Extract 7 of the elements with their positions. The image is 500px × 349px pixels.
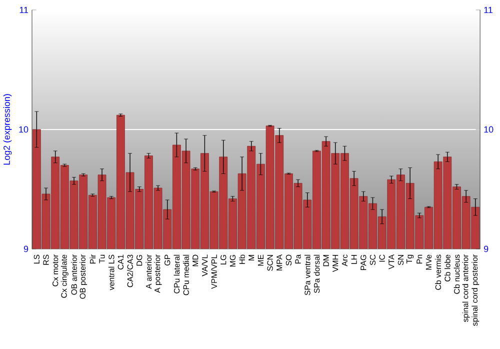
y-tick-label: 10 <box>19 126 28 133</box>
y-tick-label: 11 <box>20 7 28 14</box>
y2-tick-label: 11 <box>484 7 492 14</box>
y-tick-label: 9 <box>24 246 28 252</box>
y-axis-title: Log2 (expression) <box>3 94 12 165</box>
y2-tick-label: 9 <box>484 246 488 252</box>
y2-tick-label: 10 <box>484 126 494 133</box>
